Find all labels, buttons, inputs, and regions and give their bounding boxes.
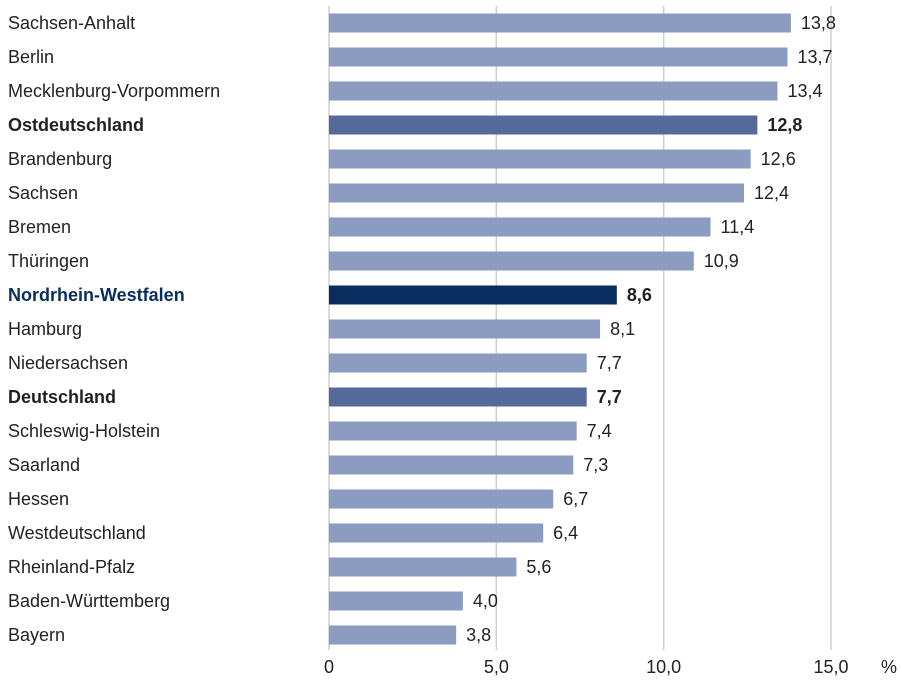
- bar: [329, 591, 463, 611]
- bar: [329, 421, 577, 441]
- value-label: 3,8: [466, 625, 491, 645]
- value-label: 11,4: [721, 217, 755, 237]
- bar: [329, 625, 457, 645]
- value-label: 8,1: [610, 319, 635, 339]
- value-label: 7,4: [587, 421, 612, 441]
- category-label: Berlin: [8, 47, 54, 67]
- x-tick-label: 10,0: [646, 657, 681, 677]
- value-label: 6,7: [563, 489, 588, 509]
- bar: [329, 251, 694, 271]
- category-label: Rheinland-Pfalz: [8, 557, 135, 577]
- bar: [329, 149, 751, 169]
- value-label: 4,0: [473, 591, 498, 611]
- category-label: Schleswig-Holstein: [8, 421, 160, 441]
- bar: [329, 285, 617, 305]
- x-tick-label: 5,0: [484, 657, 509, 677]
- value-label: 12,4: [754, 183, 789, 203]
- category-label: Saarland: [8, 455, 80, 475]
- value-label: 12,8: [767, 115, 802, 135]
- category-label: Bayern: [8, 625, 65, 645]
- x-tick-label: 0: [324, 657, 334, 677]
- category-label: Ostdeutschland: [8, 115, 144, 135]
- category-label: Sachsen-Anhalt: [8, 13, 135, 33]
- category-label: Baden-Württemberg: [8, 591, 170, 611]
- category-label: Bremen: [8, 217, 71, 237]
- value-label: 7,3: [583, 455, 608, 475]
- category-label: Nordrhein-Westfalen: [8, 285, 185, 305]
- value-label: 8,6: [627, 285, 652, 305]
- value-label: 5,6: [526, 557, 551, 577]
- x-tick-label: 15,0: [813, 657, 848, 677]
- value-label: 10,9: [704, 251, 739, 271]
- bar: [329, 115, 758, 135]
- category-label: Brandenburg: [8, 149, 112, 169]
- category-label: Niedersachsen: [8, 353, 128, 373]
- value-label: 13,7: [797, 47, 832, 67]
- bar: [329, 319, 601, 339]
- bar: [329, 217, 711, 237]
- value-label: 13,4: [787, 81, 822, 101]
- bar: [329, 353, 587, 373]
- value-label: 13,8: [801, 13, 836, 33]
- value-label: 7,7: [597, 353, 622, 373]
- bar: [329, 81, 778, 101]
- bar: [329, 523, 544, 543]
- bar: [329, 489, 554, 509]
- bar: [329, 47, 788, 67]
- category-label: Mecklenburg-Vorpommern: [8, 81, 220, 101]
- category-label: Thüringen: [8, 251, 89, 271]
- bar: [329, 387, 587, 407]
- category-label: Hessen: [8, 489, 69, 509]
- category-label: Westdeutschland: [8, 523, 146, 543]
- category-label: Sachsen: [8, 183, 78, 203]
- value-label: 6,4: [553, 523, 578, 543]
- category-label: Hamburg: [8, 319, 82, 339]
- category-label: Deutschland: [8, 387, 116, 407]
- bar: [329, 455, 574, 475]
- value-label: 12,6: [761, 149, 796, 169]
- value-label: 7,7: [597, 387, 622, 407]
- x-axis-label: %: [881, 657, 897, 677]
- bar: [329, 557, 517, 577]
- bar: [329, 13, 791, 33]
- bar: [329, 183, 744, 203]
